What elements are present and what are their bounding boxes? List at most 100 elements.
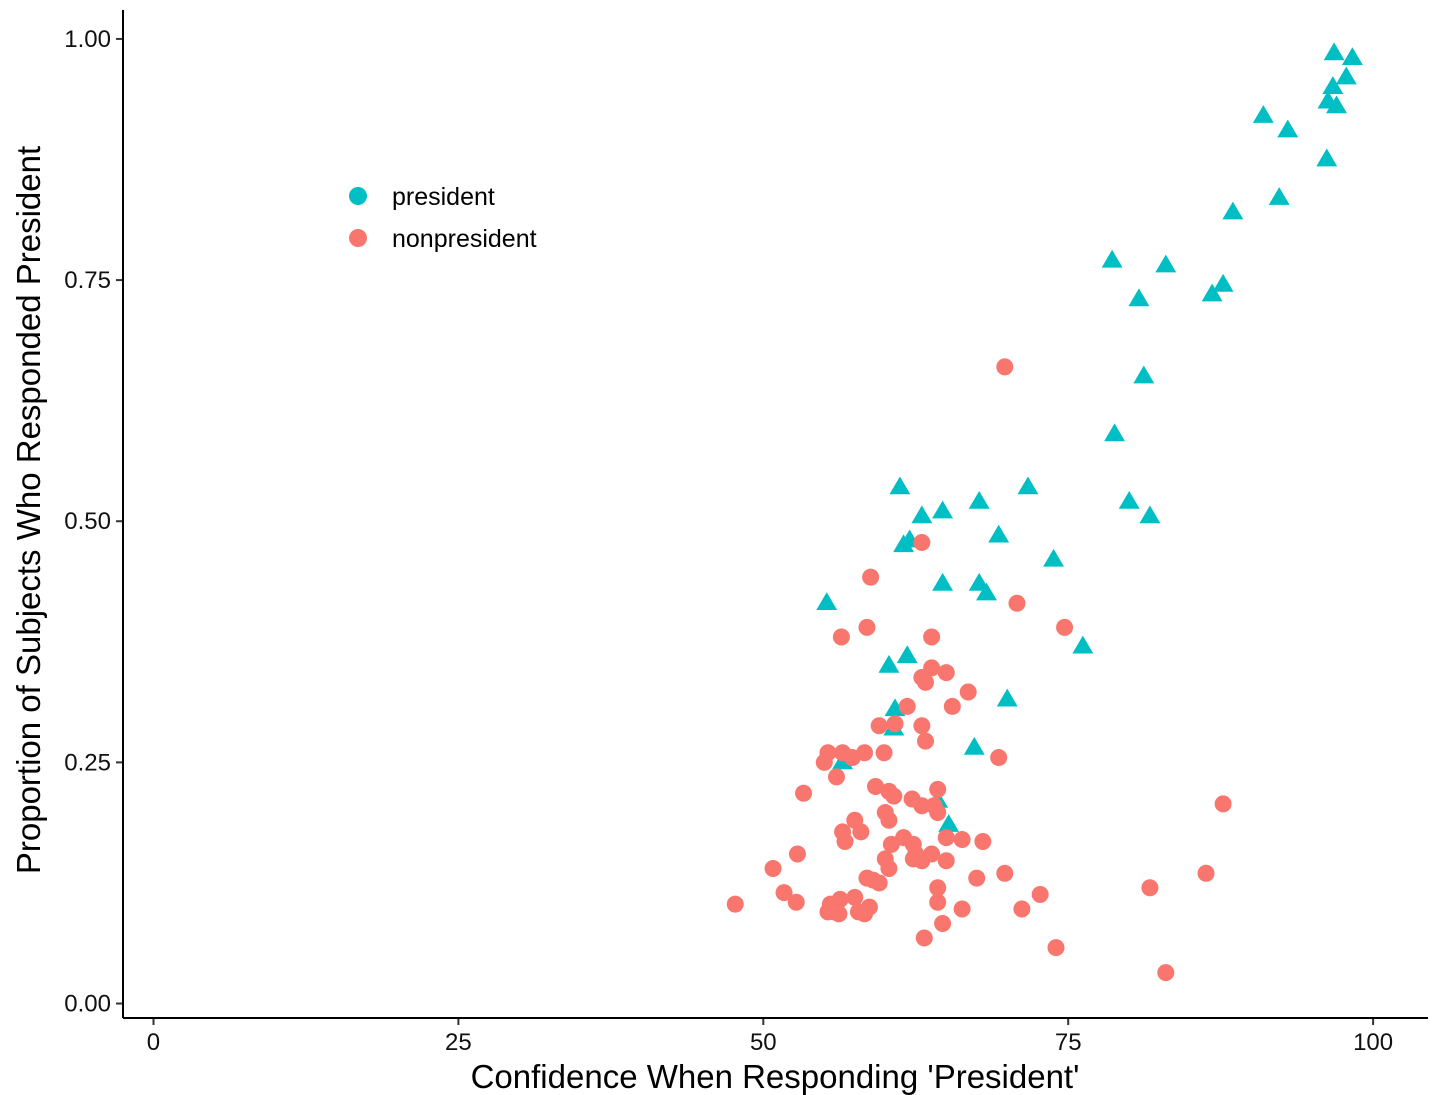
data-point-nonpresident (990, 749, 1008, 767)
data-point-president (889, 476, 911, 495)
x-tick-label: 25 (445, 1029, 472, 1056)
data-point-nonpresident (1013, 900, 1031, 918)
data-point-nonpresident (974, 832, 992, 850)
data-point-president (976, 582, 997, 601)
data-point-nonpresident (934, 914, 952, 932)
axis-ticks: 0 25 50 75 100 0.00 0.25 0.50 0.75 1.00 (64, 26, 1393, 1056)
data-point-president (1323, 42, 1345, 61)
data-point-nonpresident (726, 895, 744, 913)
data-point-president (911, 505, 933, 524)
data-point-president (1155, 254, 1177, 273)
data-point-nonpresident (996, 358, 1014, 376)
data-point-president (878, 654, 900, 673)
data-point-nonpresident (885, 787, 903, 805)
data-point-nonpresident (1157, 964, 1175, 982)
data-point-nonpresident (870, 874, 888, 892)
data-point-nonpresident (1214, 795, 1232, 813)
data-point-nonpresident (915, 929, 933, 947)
legend-label-nonpresident: nonpresident (392, 225, 537, 253)
data-point-president (938, 814, 960, 832)
data-point-nonpresident (846, 888, 864, 906)
data-point-nonpresident (852, 823, 870, 841)
data-point-nonpresident (923, 628, 941, 646)
data-point-nonpresident (937, 852, 955, 870)
x-axis-title: Confidence When Responding 'President' (471, 1058, 1080, 1095)
legend: president nonpresident (349, 183, 537, 253)
data-point-nonpresident (787, 893, 805, 911)
data-point-nonpresident (953, 831, 971, 849)
data-point-nonpresident (867, 777, 885, 795)
x-tick-label: 100 (1353, 1029, 1393, 1056)
data-point-nonpresident (815, 753, 833, 771)
y-tick-label: 0.75 (64, 267, 111, 294)
data-point-president (1139, 505, 1161, 524)
data-point-president (1128, 288, 1150, 307)
data-point-nonpresident (856, 744, 874, 762)
data-point-nonpresident (862, 568, 880, 586)
data-point-nonpresident (775, 884, 793, 902)
data-point-president (932, 572, 954, 591)
data-point-nonpresident (1197, 864, 1215, 882)
data-point-nonpresident (929, 780, 947, 798)
data-point-nonpresident (1056, 618, 1074, 636)
data-point-president (1017, 476, 1039, 495)
x-tick-label: 50 (750, 1029, 777, 1056)
data-point-president (963, 736, 985, 755)
data-point-nonpresident (996, 864, 1014, 882)
data-point-president (1104, 423, 1126, 442)
data-point-nonpresident (913, 717, 931, 735)
x-tick-label: 0 (147, 1029, 160, 1056)
data-point-president (1341, 47, 1363, 66)
data-point-nonpresident (1008, 594, 1026, 612)
data-point-nonpresident (1031, 886, 1049, 904)
data-point-president (968, 490, 990, 509)
data-point-nonpresident (913, 852, 931, 870)
y-tick-label: 0.50 (64, 508, 111, 535)
data-point-nonpresident (827, 768, 845, 786)
x-tick-label: 75 (1055, 1029, 1082, 1056)
data-point-president (1252, 105, 1274, 123)
data-point-nonpresident (832, 628, 850, 646)
legend-key-president (349, 187, 367, 205)
data-point-nonpresident (1141, 879, 1159, 897)
data-point-nonpresident (913, 797, 931, 815)
data-point-nonpresident (856, 905, 874, 923)
y-tick-label: 1.00 (64, 26, 111, 53)
data-point-nonpresident (788, 845, 806, 863)
data-point-president (1326, 95, 1347, 114)
data-point-nonpresident (898, 697, 916, 715)
y-tick-label: 0.00 (64, 991, 111, 1018)
data-point-president (816, 592, 838, 611)
data-point-nonpresident (929, 804, 947, 822)
data-point-nonpresident (836, 832, 854, 850)
y-axis-title: Proportion of Subjects Who Responded Pre… (10, 146, 47, 874)
data-point-president (1043, 548, 1065, 567)
data-point-president (1072, 635, 1094, 654)
data-point-nonpresident (959, 683, 977, 701)
data-points (726, 42, 1363, 982)
data-point-nonpresident (880, 859, 898, 877)
data-point-nonpresident (917, 732, 935, 750)
data-point-president (1322, 76, 1344, 94)
data-point-president (988, 524, 1010, 543)
data-point-nonpresident (937, 664, 955, 682)
data-point-president (1316, 148, 1338, 167)
data-point-nonpresident (937, 829, 955, 847)
data-point-president (1118, 490, 1140, 509)
data-point-nonpresident (880, 811, 898, 829)
data-point-nonpresident (913, 533, 931, 551)
data-point-nonpresident (886, 715, 904, 733)
data-point-president (896, 645, 918, 664)
data-point-nonpresident (764, 859, 782, 877)
data-point-nonpresident (795, 784, 813, 802)
data-point-president (1101, 249, 1123, 268)
data-point-president (1335, 66, 1357, 85)
data-point-president (996, 688, 1018, 707)
data-point-president (884, 698, 906, 717)
data-point-nonpresident (968, 869, 986, 887)
y-tick-label: 0.25 (64, 749, 111, 776)
data-point-nonpresident (858, 618, 876, 636)
data-point-nonpresident (929, 893, 947, 911)
data-point-nonpresident (943, 697, 961, 715)
